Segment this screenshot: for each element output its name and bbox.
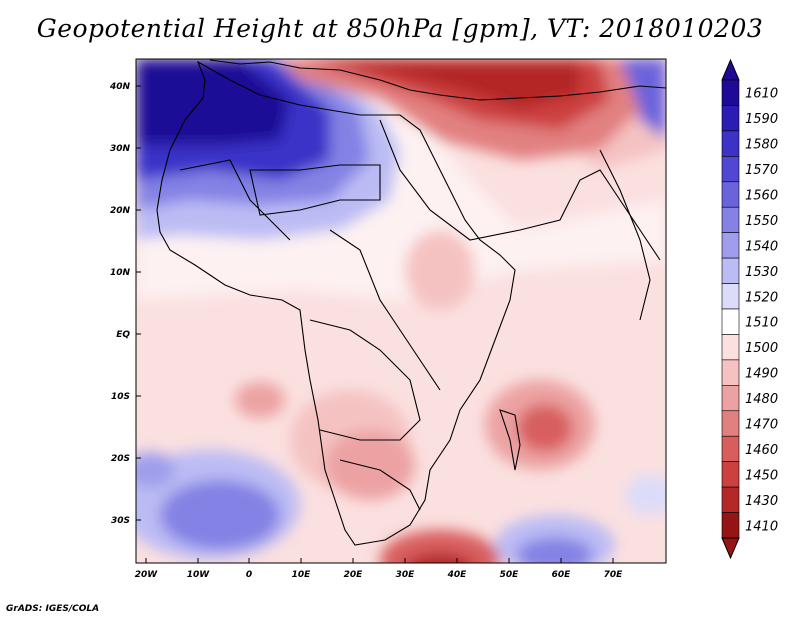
central-borders	[329, 229, 441, 391]
colorbar-swatch	[721, 410, 740, 437]
south-borders	[339, 459, 421, 511]
low-north-inner	[320, 59, 580, 110]
colorbar-label: 1560	[745, 189, 778, 204]
colorbar-swatch	[721, 385, 740, 412]
colorbar-label: 1520	[745, 290, 778, 305]
colorbar-swatch	[721, 512, 740, 539]
colorbar-label: 1580	[745, 138, 778, 153]
colorbar-swatch	[721, 334, 740, 361]
lat-label: 10N	[110, 268, 131, 278]
high-north-core	[136, 59, 290, 145]
lat-label: 30S	[111, 516, 130, 526]
colorbar-label: 1590	[745, 112, 778, 127]
lon-label: 10E	[292, 570, 312, 580]
high-northeast	[620, 59, 666, 140]
colorbar-swatch	[721, 130, 740, 157]
colorbar-label: 1490	[745, 367, 778, 382]
colorbar-label: 1530	[745, 265, 778, 280]
chart-title: Geopotential Height at 850hPa [gpm], VT:…	[36, 14, 764, 43]
lon-label: 20W	[135, 570, 159, 580]
madagascar-coastline	[499, 409, 521, 471]
colorbar-bottom-arrow	[721, 537, 740, 560]
low-madagascar-inner	[517, 404, 573, 452]
colorbar-swatch	[721, 232, 740, 259]
colorbar-swatch	[721, 105, 740, 132]
high-southwest-edge	[136, 452, 175, 488]
colorbar-label: 1500	[745, 341, 778, 356]
high-southwest-inner	[160, 480, 280, 550]
colorbar-label: 1430	[745, 494, 778, 509]
lat-label: 10S	[111, 392, 130, 402]
arabia-coastline	[379, 119, 661, 261]
india-coastline	[599, 149, 651, 321]
colorbar-swatch	[721, 435, 740, 462]
colorbar: 1610 1590 1580 1570 1560 1550 1540 1530 1520 1510…	[721, 58, 778, 560]
lon-label: 60E	[552, 570, 572, 580]
lon-label: 70E	[604, 570, 624, 580]
colorbar-swatch	[721, 79, 740, 106]
high-southeast-inner	[517, 537, 593, 563]
lon-label: 30E	[396, 570, 416, 580]
low-south-africa-inner	[325, 430, 415, 500]
low-south-outer	[380, 530, 500, 563]
plot-frame	[135, 58, 667, 564]
lon-label: 20E	[344, 570, 364, 580]
lon-label: 10W	[187, 570, 211, 580]
west-borders	[179, 159, 291, 241]
latitude-axis: 40N 30N 20N 10N EQ 10S 20S 30S	[109, 82, 141, 526]
low-south-inner	[407, 553, 473, 563]
lat-label: 30N	[110, 144, 131, 154]
lon-label: 0	[246, 570, 252, 580]
colorbar-label: 1460	[745, 443, 778, 458]
sahara-borders	[249, 164, 381, 216]
colorbar-top-arrow	[721, 58, 740, 81]
colorbar-label: 1450	[745, 468, 778, 483]
africa-coastline	[156, 60, 516, 546]
colorbar-label: 1480	[745, 392, 778, 407]
low-east-africa	[405, 230, 475, 310]
colorbar-label: 1470	[745, 418, 778, 433]
colorbar-swatch	[721, 359, 740, 386]
colorbar-swatch	[721, 156, 740, 183]
colorbar-label: 1550	[745, 214, 778, 229]
mediterranean-coastline	[209, 59, 666, 101]
lat-label: 40N	[109, 82, 131, 92]
colorbar-swatch	[721, 257, 740, 284]
longitude-axis: 20W 10W 0 10E 20E 30E 40E 50E 60E 70E	[135, 558, 623, 580]
colorbar-label: 1610	[745, 87, 778, 102]
colorbar-swatch	[721, 206, 740, 233]
colorbar-label: 1570	[745, 163, 778, 178]
colorbar-swatch	[721, 283, 740, 310]
lon-label: 40E	[447, 570, 468, 580]
lat-label: EQ	[116, 330, 130, 340]
colorbar-label: 1540	[745, 239, 778, 254]
colorbar-swatch	[721, 461, 740, 488]
lat-label: 20S	[111, 454, 130, 464]
coastlines	[156, 59, 666, 546]
colorbar-label: 1410	[745, 519, 778, 534]
lat-label: 20N	[110, 206, 131, 216]
high-far-southeast	[625, 475, 666, 515]
low-west-coast	[235, 382, 285, 418]
colorbar-swatch	[721, 181, 740, 208]
lon-label: 50E	[500, 570, 520, 580]
colorbar-swatch	[721, 486, 740, 513]
southern-borders	[309, 319, 421, 441]
footer-credit: GrADS: IGES/COLA	[6, 604, 100, 614]
height-field	[136, 59, 666, 563]
colorbar-swatch	[721, 308, 740, 335]
colorbar-label: 1510	[745, 316, 778, 331]
